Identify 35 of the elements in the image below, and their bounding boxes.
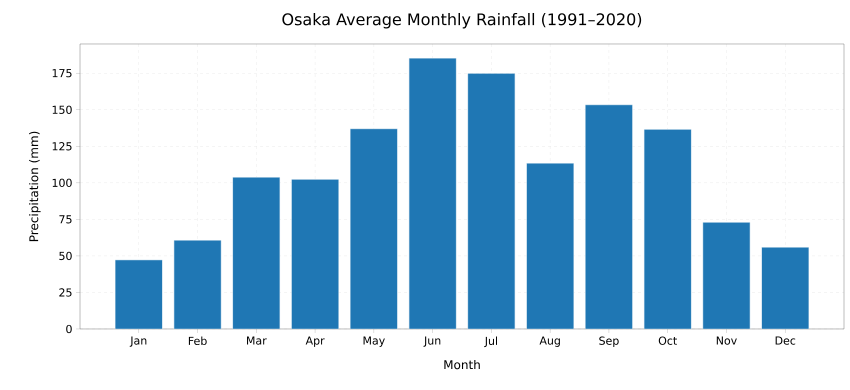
x-tick-label: Jan bbox=[130, 336, 146, 347]
y-tick-label: 125 bbox=[52, 142, 72, 150]
bar bbox=[292, 179, 339, 329]
y-tick-label: 150 bbox=[52, 106, 72, 114]
bar bbox=[585, 104, 632, 329]
x-tick-label: Aug bbox=[540, 336, 560, 347]
x-tick-label: Oct bbox=[658, 336, 677, 345]
chart-title: Osaka Average Monthly Rainfall (1991–2020) bbox=[282, 12, 642, 28]
x-tick-label: Mar bbox=[247, 336, 267, 345]
x-tick-label: Nov bbox=[716, 336, 737, 345]
x-tick-label: Feb bbox=[188, 336, 207, 346]
bar bbox=[115, 260, 162, 329]
bar bbox=[468, 74, 515, 329]
x-tick-label: May bbox=[364, 336, 385, 347]
bar bbox=[702, 222, 750, 329]
bar bbox=[409, 58, 456, 329]
y-tick-label: 25 bbox=[59, 288, 72, 297]
y-axis-title: Precipitation (mm) bbox=[29, 132, 41, 242]
y-tick-label: 50 bbox=[59, 252, 72, 260]
bar bbox=[526, 163, 574, 329]
x-tick-label: Apr bbox=[306, 336, 325, 347]
x-tick-label: Jun bbox=[423, 336, 440, 347]
bar bbox=[644, 129, 692, 329]
y-tick-label: 75 bbox=[59, 215, 72, 224]
bar bbox=[174, 240, 222, 329]
bar bbox=[350, 128, 398, 329]
x-axis-title: Month bbox=[444, 360, 480, 370]
y-tick-label: 100 bbox=[52, 178, 72, 187]
x-tick-label: Dec bbox=[776, 336, 796, 345]
y-tick-label: 0 bbox=[66, 324, 72, 334]
x-tick-label: Jul bbox=[484, 336, 497, 348]
bar bbox=[232, 177, 280, 329]
bar bbox=[761, 247, 809, 329]
x-tick-label: Sep bbox=[599, 336, 619, 347]
y-tick-label: 175 bbox=[52, 69, 72, 78]
